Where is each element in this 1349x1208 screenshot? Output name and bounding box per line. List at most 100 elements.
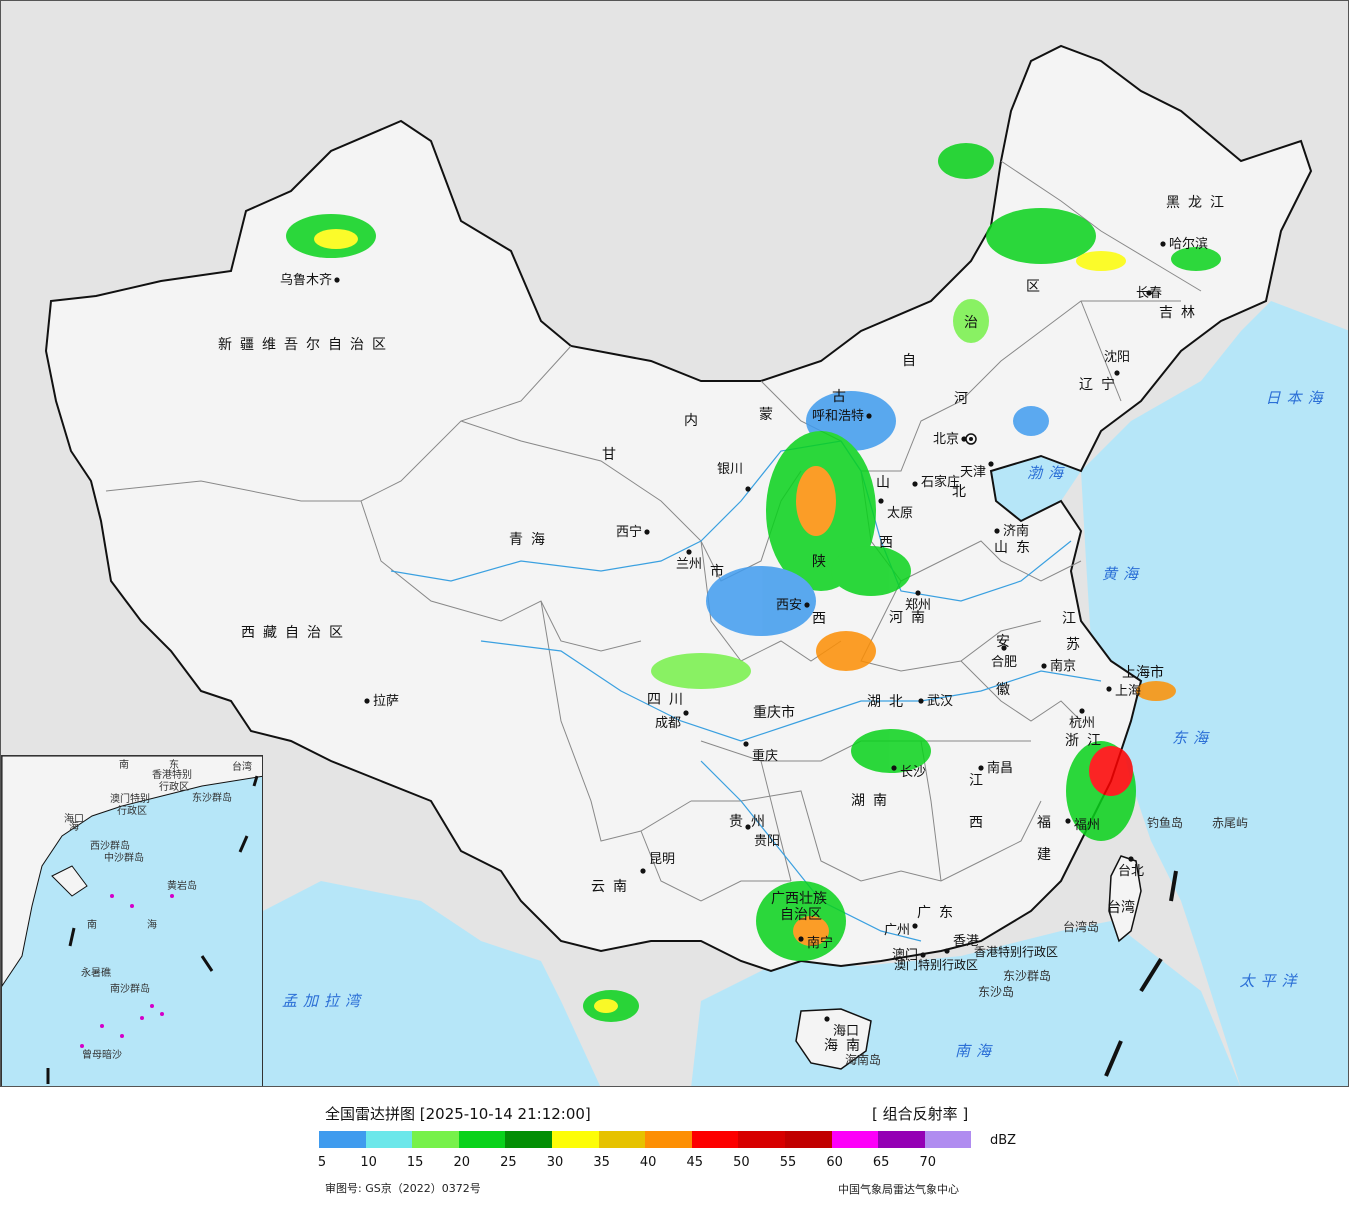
inset-label: 台湾 (232, 760, 252, 773)
inset-label: 永暑礁 (81, 966, 111, 979)
city-marker (988, 461, 994, 467)
credit-label: 中国气象局雷达气象中心 (838, 1183, 959, 1196)
city-label: 重庆 (752, 748, 778, 764)
city-label: 南昌 (987, 760, 1013, 776)
color-scale-segment (645, 1131, 692, 1148)
city-label: 兰州 (676, 557, 702, 572)
province-label: 蒙 (759, 407, 773, 423)
city-marker (686, 549, 692, 555)
color-scale-tick: 15 (406, 1155, 424, 1170)
sea-label: 南海 (955, 1042, 997, 1060)
bay-of-bengal-area (263, 881, 601, 1086)
product-label: [ 组合反射率 ] (872, 1105, 969, 1123)
city-marker (1160, 241, 1166, 247)
color-scale-tick: 55 (779, 1155, 797, 1170)
bohai-area (991, 456, 1081, 521)
province-label: 云南 (591, 879, 635, 895)
legend-title: 全国雷达拼图 [2025-10-14 21:12:00] (325, 1105, 591, 1123)
inset-reefs (80, 894, 174, 1048)
color-scale-segment (878, 1131, 925, 1148)
map-labels: 新疆维吾尔自治区西藏自治区青海甘内 蒙古自区治黑龙江吉林辽宁河北山西陕西山东河南江… (218, 195, 1328, 1067)
city-label: 长沙 (900, 765, 926, 780)
inset-label: 海口 (64, 812, 84, 825)
inset-label: 香港特别 (152, 769, 192, 781)
city-marker (334, 277, 340, 283)
province-label: 黑龙江 (1166, 195, 1232, 211)
province-label: 西 (812, 611, 826, 627)
hainan-island (795, 1008, 872, 1070)
city-marker (640, 868, 646, 874)
city-marker (1128, 856, 1134, 862)
color-scale-tick: 10 (360, 1155, 377, 1170)
province-label: 吉林 (1159, 305, 1203, 321)
province-label: 河南 (889, 610, 933, 626)
inset-label: 南 (87, 918, 97, 931)
city-marker (743, 741, 749, 747)
province-label: 福 (1037, 815, 1051, 831)
east-sea-area (1081, 301, 1348, 1086)
province-label: 广东 (917, 905, 961, 921)
map-review-number: 审图号: GS京（2022）0372号 (325, 1182, 481, 1195)
city-marker (1079, 708, 1085, 714)
color-scale-tick: 35 (593, 1155, 610, 1170)
city-marker (961, 436, 967, 442)
color-scale-segment (551, 1131, 599, 1148)
map-canvas: 新疆维吾尔自治区西藏自治区青海甘内 蒙古自区治黑龙江吉林辽宁河北山西陕西山东河南江… (44, 44, 1348, 1086)
city-marker (1001, 645, 1007, 651)
color-scale-tick: 45 (686, 1155, 704, 1170)
city-label: 哈尔滨 (1169, 236, 1208, 252)
city-label: 天津 (960, 465, 986, 480)
color-scale-segment (738, 1131, 785, 1148)
province-label: 西 (879, 535, 893, 551)
city-label: 西宁 (616, 524, 642, 540)
city-marker (994, 528, 1000, 534)
province-label: 海南 (824, 1038, 868, 1054)
city-label: 澳门 (892, 947, 918, 963)
island-label: 赤尾屿 (1212, 816, 1248, 830)
inset-label: 澳门特别 (110, 792, 150, 805)
city-marker (1041, 663, 1047, 669)
city-label: 郑州 (905, 598, 931, 613)
inset-label: 南 (119, 758, 129, 771)
island-label: 台湾岛 (1063, 919, 1099, 934)
city-marker (891, 765, 897, 771)
province-label: 澳门特别行政区 (894, 957, 978, 972)
color-scale-segment (691, 1131, 739, 1148)
province-label: 浙江 (1065, 733, 1109, 749)
province-label: 新疆维吾尔自治区 (218, 337, 394, 353)
island-label: 海南岛 (845, 1052, 881, 1067)
city-label: 福州 (1074, 818, 1100, 833)
province-label: 四川 (647, 692, 691, 708)
city-marker (920, 952, 926, 958)
province-label: 北 (952, 484, 966, 500)
province-label: 贵州 (729, 814, 773, 830)
color-scale-segment (784, 1131, 832, 1148)
province-label: 西藏自治区 (241, 625, 351, 641)
city-label: 银川 (717, 462, 743, 477)
province-label: 区 (1026, 279, 1040, 295)
color-scale-tick: 5 (317, 1155, 327, 1170)
province-label: 台湾 (1107, 899, 1135, 916)
island-label: 东沙群岛 (1003, 968, 1051, 983)
city-label: 西安 (776, 598, 802, 613)
radar-echoes (286, 143, 1221, 1022)
city-label: 台北 (1118, 864, 1144, 879)
province-label: 河 (954, 391, 968, 407)
city-label: 太原 (887, 506, 913, 521)
rivers (390, 440, 1102, 942)
city-label: 呼和浩特 (812, 409, 864, 424)
radar-map[interactable]: 新疆维吾尔自治区 西藏自治区 青海甘内蒙古自区治黑龙江 吉林 辽宁河北山西陕西山东 河南江… (0, 0, 1349, 1087)
province-label: 甘 (602, 447, 616, 463)
color-scale-segment (505, 1131, 552, 1148)
city-marker (912, 481, 918, 487)
province-label: 上海市 (1122, 664, 1164, 681)
province-label: 湖北 (867, 694, 911, 710)
city-marker (644, 529, 650, 535)
city-label: 合肥 (991, 655, 1017, 670)
sea-label: 孟加拉湾 (282, 992, 366, 1010)
city-marker (1065, 818, 1071, 824)
city-label: 上海 (1115, 684, 1141, 699)
province-label: 广西壮族 (771, 891, 827, 907)
province-label: 西 (969, 815, 983, 831)
sea-label: 日本海 (1265, 389, 1328, 407)
